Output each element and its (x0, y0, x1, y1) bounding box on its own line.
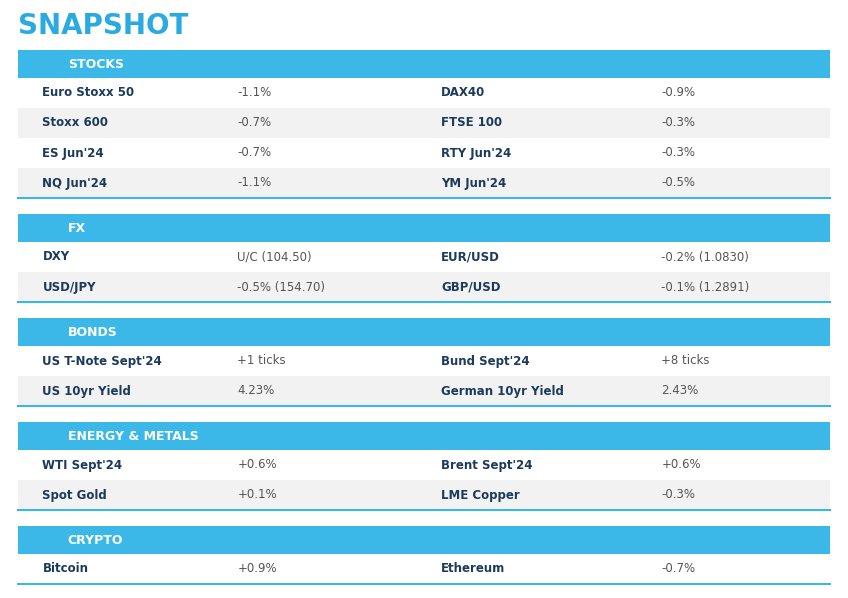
Bar (18, 422, 830, 450)
Bar (18, 272, 830, 302)
Text: RTY Jun'24: RTY Jun'24 (441, 147, 511, 160)
Text: +8 ticks: +8 ticks (661, 355, 710, 368)
Text: Brent Sept'24: Brent Sept'24 (441, 459, 533, 471)
Text: -0.3%: -0.3% (661, 117, 695, 130)
Text: U/C (104.50): U/C (104.50) (237, 251, 312, 264)
Bar (18, 108, 830, 138)
Bar (18, 318, 830, 346)
Text: +0.1%: +0.1% (237, 489, 277, 502)
Bar (18, 346, 830, 376)
Bar (18, 78, 830, 108)
Bar (18, 376, 830, 406)
Text: Stoxx 600: Stoxx 600 (42, 117, 109, 130)
Text: -0.3%: -0.3% (661, 489, 695, 502)
Text: -1.1%: -1.1% (237, 87, 271, 99)
Bar (18, 450, 830, 480)
Text: Spot Gold: Spot Gold (42, 489, 107, 502)
Bar (18, 214, 830, 242)
Bar (18, 50, 830, 78)
Text: GBP/USD: GBP/USD (441, 280, 500, 294)
Text: US 10yr Yield: US 10yr Yield (42, 385, 131, 398)
Text: German 10yr Yield: German 10yr Yield (441, 385, 564, 398)
Text: Ethereum: Ethereum (441, 563, 505, 575)
Text: -1.1%: -1.1% (237, 176, 271, 190)
Bar (18, 480, 830, 510)
Text: SNAPSHOT: SNAPSHOT (18, 12, 188, 40)
Text: 2.43%: 2.43% (661, 385, 699, 398)
Text: -0.7%: -0.7% (237, 147, 271, 160)
Text: +0.6%: +0.6% (661, 459, 701, 471)
Text: ES Jun'24: ES Jun'24 (42, 147, 104, 160)
Text: CRYPTO: CRYPTO (68, 533, 123, 547)
Text: -0.1% (1.2891): -0.1% (1.2891) (661, 280, 750, 294)
Text: -0.9%: -0.9% (661, 87, 695, 99)
Text: EUR/USD: EUR/USD (441, 251, 499, 264)
Text: DAX40: DAX40 (441, 87, 485, 99)
Bar (18, 554, 830, 584)
Text: STOCKS: STOCKS (68, 57, 124, 71)
Text: -0.7%: -0.7% (661, 563, 695, 575)
Text: US T-Note Sept'24: US T-Note Sept'24 (42, 355, 162, 368)
Bar (18, 168, 830, 198)
Text: -0.3%: -0.3% (661, 147, 695, 160)
Text: Bund Sept'24: Bund Sept'24 (441, 355, 530, 368)
Text: ENERGY & METALS: ENERGY & METALS (68, 429, 198, 443)
Bar (18, 242, 830, 272)
Text: FTSE 100: FTSE 100 (441, 117, 502, 130)
Bar (18, 138, 830, 168)
Text: LME Copper: LME Copper (441, 489, 520, 502)
Text: +0.9%: +0.9% (237, 563, 277, 575)
Text: +0.6%: +0.6% (237, 459, 277, 471)
Text: FX: FX (68, 221, 86, 234)
Text: Euro Stoxx 50: Euro Stoxx 50 (42, 87, 135, 99)
Text: DXY: DXY (42, 251, 70, 264)
Text: Bitcoin: Bitcoin (42, 563, 88, 575)
Text: -0.2% (1.0830): -0.2% (1.0830) (661, 251, 750, 264)
Text: YM Jun'24: YM Jun'24 (441, 176, 506, 190)
Text: NQ Jun'24: NQ Jun'24 (42, 176, 108, 190)
Text: +1 ticks: +1 ticks (237, 355, 286, 368)
Text: USD/JPY: USD/JPY (42, 280, 96, 294)
Text: -0.7%: -0.7% (237, 117, 271, 130)
Text: -0.5%: -0.5% (661, 176, 695, 190)
Text: -0.5% (154.70): -0.5% (154.70) (237, 280, 326, 294)
Text: WTI Sept'24: WTI Sept'24 (42, 459, 122, 471)
Text: BONDS: BONDS (68, 325, 118, 338)
Text: 4.23%: 4.23% (237, 385, 275, 398)
Bar (18, 526, 830, 554)
